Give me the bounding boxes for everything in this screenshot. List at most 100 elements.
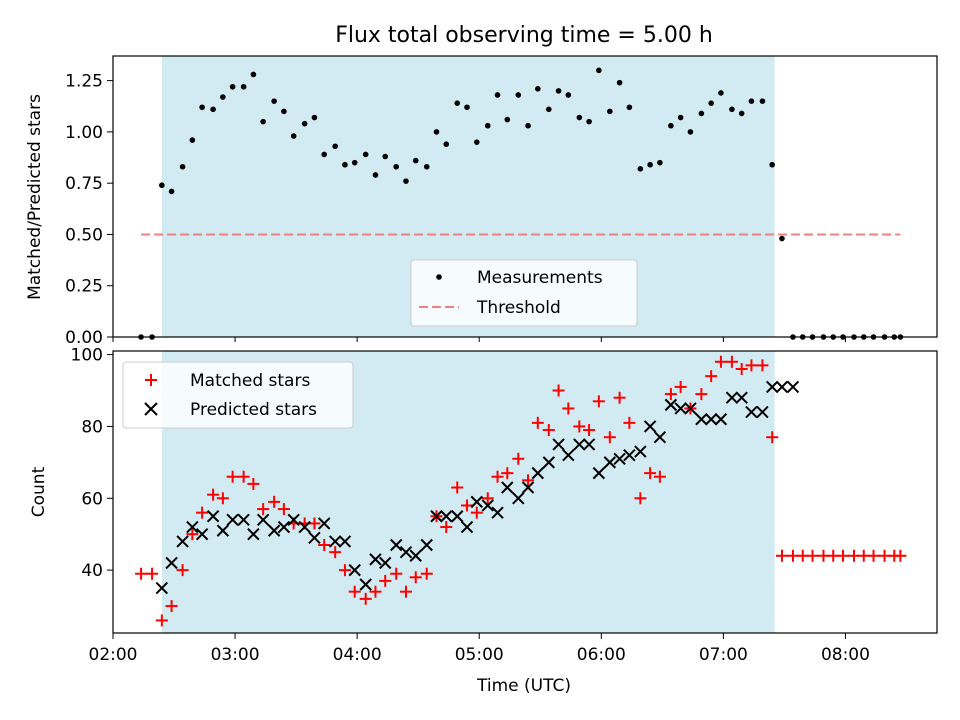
measurement-point (738, 110, 745, 117)
matched-star-point (155, 614, 168, 627)
predicted-star-point (420, 538, 433, 552)
matched-star-point (664, 388, 677, 401)
y-tick-label: 0.75 (65, 174, 103, 194)
measurement-point (464, 104, 470, 111)
predicted-star-point (308, 531, 321, 545)
y-tick-label: 0.00 (65, 328, 103, 348)
matched-star-point (512, 452, 525, 465)
matched-star-point (653, 470, 666, 483)
predicted-star-point (756, 405, 769, 419)
matched-star-point (756, 359, 769, 372)
measurement-point (626, 104, 633, 111)
matched-star-point (745, 359, 758, 372)
matched-star-point (522, 474, 535, 487)
matched-star-point (409, 571, 422, 584)
predicted-star-point (531, 466, 545, 480)
matched-star-point (714, 355, 727, 368)
y-tick-label: 100 (71, 346, 103, 366)
legend-matched-label: Matched stars (190, 371, 310, 391)
matched-star-point (603, 431, 616, 444)
matched-star-point (613, 391, 626, 404)
legend-measurements-label: Measurements (477, 268, 603, 288)
predicted-star-point (155, 581, 169, 595)
predicted-star-point (176, 535, 189, 548)
predicted-star-point (237, 513, 250, 527)
predicted-star-point (165, 556, 178, 570)
matched-star-point (176, 564, 189, 577)
legend-predicted-label: Predicted stars (190, 400, 317, 420)
top-axes-frame (112, 55, 938, 338)
matched-star-point (573, 420, 586, 433)
y-tick-label: 1.25 (65, 72, 103, 92)
matched-star-point (542, 424, 555, 437)
measurement-point (698, 110, 705, 117)
predicted-star-point (317, 517, 331, 530)
predicted-star-point (735, 391, 748, 404)
predicted-star-point (409, 549, 422, 562)
bottom-x-axis-ticks: 02:00 03:00 04:00 05:00 06:00 07:00 08:00 (89, 633, 870, 665)
predicted-star-points (155, 380, 800, 595)
x-axis-label: Time (UTC) (476, 676, 571, 696)
matched-star-point (451, 481, 464, 494)
matched-star-point (216, 492, 229, 505)
bottom-legend-box (122, 361, 354, 429)
measurement-point (311, 114, 318, 121)
predicted-star-point (390, 538, 403, 552)
predicted-star-point (674, 402, 687, 415)
measurement-point (240, 83, 247, 90)
predicted-star-point (613, 452, 626, 465)
measurement-point (179, 163, 186, 170)
predicted-star-point (440, 510, 453, 523)
predicted-star-point (247, 528, 260, 541)
measurement-point (393, 163, 400, 170)
predicted-star-point (226, 513, 239, 527)
predicted-star-point (470, 495, 483, 509)
predicted-star-point (399, 545, 413, 559)
y-tick-label: 0.25 (65, 277, 103, 297)
matched-star-point (399, 585, 412, 598)
bottom-legend: Matched stars Predicted stars (122, 361, 354, 429)
measurement-point (342, 161, 348, 168)
predicted-star-point (359, 578, 372, 591)
chart-title: Flux total observing time = 5.00 h (335, 23, 713, 48)
measurement-point (189, 137, 196, 143)
matched-star-point (268, 495, 281, 508)
measurement-point (229, 83, 236, 90)
top-legend-box (410, 259, 638, 327)
top-y-axis-label: Matched/Predicted stars (25, 94, 45, 300)
measurement-point (433, 129, 440, 135)
measurement-point (708, 100, 714, 106)
matched-star-point (674, 380, 687, 393)
x-tick-label: 06:00 (577, 645, 626, 665)
measurement-point (576, 114, 583, 121)
measurement-point (271, 98, 277, 104)
predicted-star-point (369, 553, 382, 566)
predicted-star-point (216, 524, 230, 537)
bottom-panel: 40 60 80 100 02:00 03:00 04:00 05:00 06:00 07:00… (29, 346, 938, 696)
matched-star-point (165, 600, 178, 613)
matched-star-point (318, 538, 331, 551)
predicted-star-point (501, 481, 514, 494)
predicted-star-point (725, 391, 739, 404)
matched-star-point (329, 546, 342, 559)
measurement-point (748, 98, 755, 104)
measurement-point (647, 161, 653, 168)
measurement-point (321, 151, 327, 158)
predicted-star-point (521, 481, 535, 494)
x-tick-label: 03:00 (211, 645, 260, 665)
predicted-star-point (481, 499, 494, 512)
matched-star-point (247, 477, 260, 490)
matched-star-point (390, 567, 403, 580)
matched-star-point (634, 492, 647, 505)
measurement-point (607, 108, 613, 115)
matched-star-point (420, 567, 433, 580)
measurement-point (504, 116, 511, 123)
predicted-star-point (552, 438, 565, 451)
predicted-star-point (775, 380, 789, 394)
bottom-axes-frame (112, 350, 938, 634)
y-tick-label: 1.00 (65, 123, 103, 143)
predicted-star-point (643, 420, 657, 433)
matched-star-point (359, 592, 372, 605)
predicted-star-point (348, 563, 361, 577)
matched-star-point (186, 528, 199, 541)
